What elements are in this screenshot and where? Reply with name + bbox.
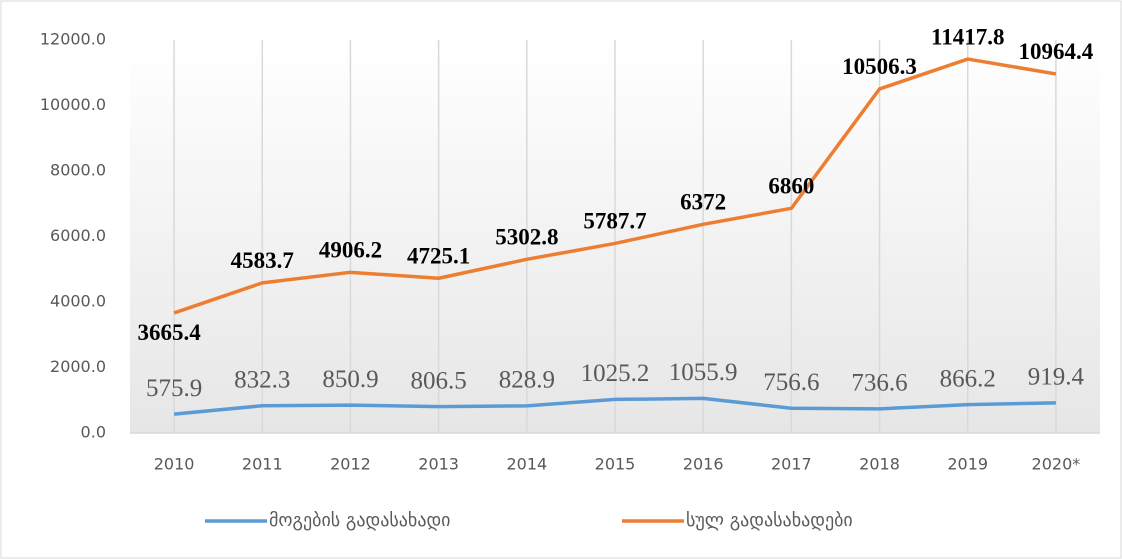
data-label: 756.6	[763, 369, 819, 396]
data-label: 3665.4	[137, 320, 201, 345]
data-label: 4725.1	[407, 244, 470, 269]
x-tick-label: 2016	[683, 455, 724, 474]
y-tick-label: 8000.0	[50, 161, 106, 180]
data-label: 6372	[680, 190, 726, 215]
data-label: 850.9	[322, 366, 378, 393]
data-label: 4906.2	[319, 238, 382, 263]
data-label: 806.5	[411, 367, 467, 394]
x-tick-label: 2015	[595, 455, 636, 474]
data-label: 6860	[768, 174, 814, 199]
data-label: 575.9	[146, 375, 202, 402]
data-label: 1025.2	[581, 360, 650, 387]
x-tick-label: 2012	[330, 455, 371, 474]
x-tick-label: 2018	[859, 455, 900, 474]
data-label: 5302.8	[495, 225, 558, 250]
data-label: 10964.4	[1019, 39, 1094, 64]
data-label: 1055.9	[669, 359, 738, 386]
y-tick-label: 10000.0	[40, 95, 106, 114]
x-tick-label: 2011	[242, 455, 283, 474]
legend-label: მოგების გადასახადი	[269, 510, 451, 531]
data-label: 5787.7	[583, 209, 646, 234]
x-tick-label: 2014	[506, 455, 547, 474]
y-tick-label: 12000.0	[40, 30, 106, 49]
series-line	[173, 57, 1057, 315]
x-tick-label: 2017	[771, 455, 812, 474]
data-label: 11417.8	[931, 24, 1004, 49]
series-line	[173, 396, 1056, 416]
y-tick-label: 0.0	[81, 423, 106, 442]
data-label: 828.9	[499, 367, 555, 394]
data-label: 4583.7	[231, 248, 294, 273]
x-tick-label: 2010	[154, 455, 195, 474]
y-tick-label: 6000.0	[50, 226, 106, 245]
data-label: 866.2	[940, 365, 996, 392]
y-tick-label: 4000.0	[50, 292, 106, 311]
x-tick-label: 2019	[947, 455, 988, 474]
x-tick-label: 2020*	[1032, 455, 1081, 474]
data-label: 736.6	[851, 370, 907, 397]
data-label: 832.3	[234, 366, 290, 393]
legend-label: სულ გადასახადები	[686, 510, 853, 531]
y-tick-label: 2000.0	[50, 357, 106, 376]
x-tick-label: 2013	[418, 455, 459, 474]
data-label: 919.4	[1028, 364, 1085, 391]
data-label: 10506.3	[842, 54, 917, 79]
